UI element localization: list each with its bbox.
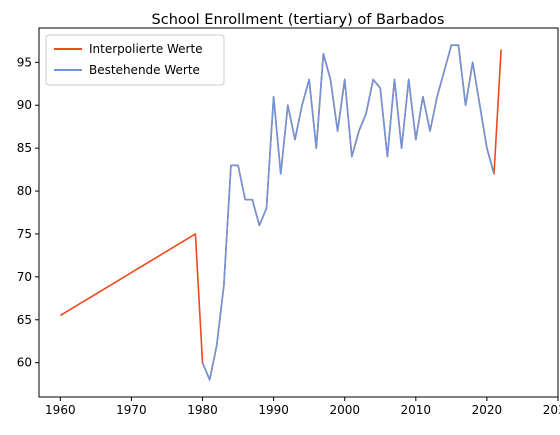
x-tick-label: 1980 (187, 403, 218, 417)
y-tick-label: 80 (17, 184, 32, 198)
chart-title: School Enrollment (tertiary) of Barbados (152, 12, 445, 28)
plot-area (59, 44, 502, 381)
legend-label: Bestehende Werte (89, 63, 200, 77)
y-tick-label: 70 (17, 270, 32, 284)
y-tick-label: 90 (17, 98, 32, 112)
y-axis: 60 65 70 75 80 85 90 95 (17, 55, 39, 370)
x-tick-label: 2010 (401, 403, 432, 417)
x-tick-label: 1970 (116, 403, 147, 417)
legend-label: Interpolierte Werte (89, 42, 203, 56)
y-tick-label: 95 (17, 55, 32, 69)
y-tick-label: 60 (17, 356, 32, 370)
x-tick-label: 1990 (258, 403, 289, 417)
series-line-interpolated (59, 44, 502, 381)
x-tick-label: 2030 (543, 403, 560, 417)
y-tick-label: 75 (17, 227, 32, 241)
plot-frame (38, 27, 559, 398)
x-tick-label: 1960 (45, 403, 76, 417)
legend: Interpolierte Werte Bestehende Werte (45, 34, 225, 86)
series-line-existing (201, 44, 495, 381)
legend-box (45, 34, 225, 86)
x-tick-label: 2020 (472, 403, 503, 417)
x-axis: 1960 1970 1980 1990 2000 2010 2020 2030 (45, 397, 560, 417)
y-tick-label: 85 (17, 141, 32, 155)
x-tick-label: 2000 (329, 403, 360, 417)
y-tick-label: 65 (17, 313, 32, 327)
